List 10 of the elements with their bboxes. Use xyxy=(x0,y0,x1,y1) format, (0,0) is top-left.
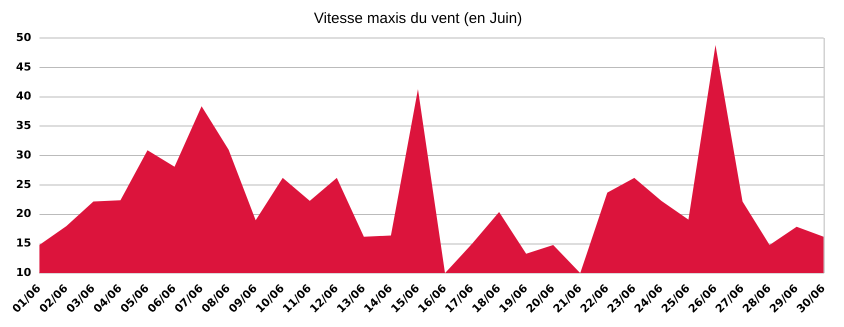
y-tick-label: 15 xyxy=(16,236,32,250)
y-tick-label: 45 xyxy=(16,60,32,74)
y-tick-label: 20 xyxy=(16,207,32,220)
y-tick-label: 30 xyxy=(16,148,32,162)
y-tick-label: 40 xyxy=(16,90,32,103)
y-tick-label: 35 xyxy=(16,119,32,132)
y-tick-label: 10 xyxy=(16,266,32,280)
y-tick-label: 25 xyxy=(16,178,32,191)
y-tick-label: 50 xyxy=(16,30,32,44)
chart-title: Vitesse maxis du vent (en Juin) xyxy=(314,10,522,28)
